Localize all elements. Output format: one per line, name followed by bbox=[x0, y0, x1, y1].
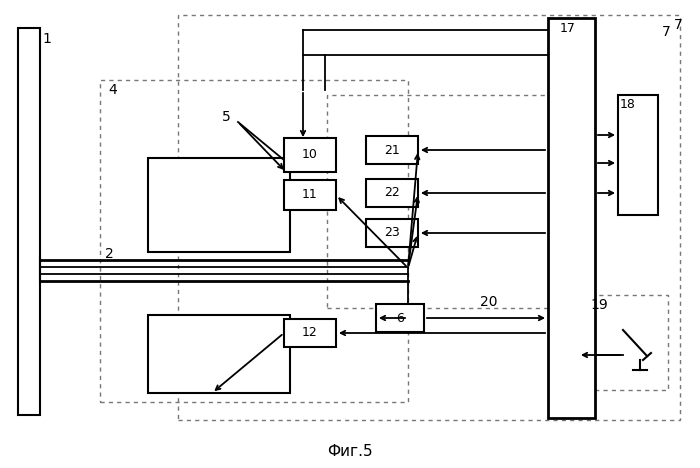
FancyBboxPatch shape bbox=[366, 136, 418, 164]
FancyBboxPatch shape bbox=[376, 304, 424, 332]
Text: 5: 5 bbox=[222, 110, 231, 124]
Text: 7: 7 bbox=[674, 18, 683, 32]
FancyBboxPatch shape bbox=[366, 219, 418, 247]
Text: 7: 7 bbox=[662, 25, 671, 39]
Text: 12: 12 bbox=[302, 327, 318, 339]
Text: 11: 11 bbox=[302, 189, 318, 202]
Text: 23: 23 bbox=[384, 227, 400, 240]
FancyBboxPatch shape bbox=[284, 180, 336, 210]
FancyBboxPatch shape bbox=[366, 179, 418, 207]
Text: 19: 19 bbox=[590, 298, 608, 312]
FancyBboxPatch shape bbox=[148, 315, 290, 393]
Text: 6: 6 bbox=[396, 312, 404, 324]
Text: Фиг.5: Фиг.5 bbox=[327, 445, 373, 460]
Text: 1: 1 bbox=[42, 32, 51, 46]
FancyBboxPatch shape bbox=[18, 28, 40, 415]
Text: 2: 2 bbox=[105, 247, 113, 261]
Text: 18: 18 bbox=[620, 98, 636, 111]
FancyBboxPatch shape bbox=[284, 319, 336, 347]
Text: 21: 21 bbox=[384, 144, 400, 156]
FancyBboxPatch shape bbox=[284, 138, 336, 172]
FancyBboxPatch shape bbox=[618, 95, 658, 215]
Text: 22: 22 bbox=[384, 187, 400, 199]
FancyBboxPatch shape bbox=[548, 18, 595, 418]
Text: 10: 10 bbox=[302, 148, 318, 161]
Text: 20: 20 bbox=[480, 295, 498, 309]
FancyBboxPatch shape bbox=[148, 158, 290, 252]
Text: 17: 17 bbox=[560, 22, 576, 35]
Text: 4: 4 bbox=[108, 83, 117, 97]
